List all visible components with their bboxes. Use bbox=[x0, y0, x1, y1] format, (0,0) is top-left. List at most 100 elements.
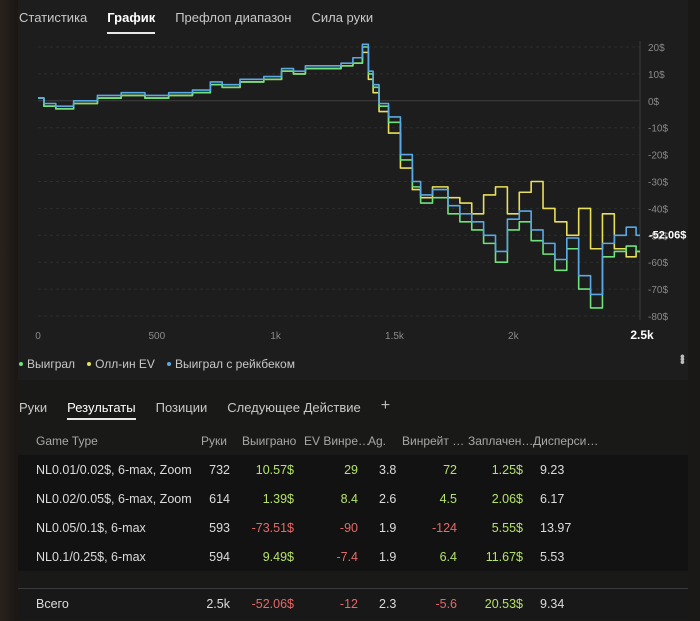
cell-total-label: Всего bbox=[36, 597, 69, 611]
cell-won: 9.49$ bbox=[262, 550, 294, 564]
col-hands[interactable]: Руки bbox=[201, 434, 227, 448]
table-row[interactable]: NL0.01/0.02$, 6-max, Zoom 732 10.57$ 29 … bbox=[18, 455, 688, 484]
x-tick-label: 1k bbox=[270, 331, 282, 342]
tab-hands[interactable]: Руки bbox=[19, 400, 48, 415]
series-line-0 bbox=[38, 46, 640, 309]
tab-next-action[interactable]: Следующее Действие bbox=[227, 400, 361, 415]
table-row[interactable]: NL0.02/0.05$, 6-max, Zoom 614 1.39$ 8.4 … bbox=[18, 484, 688, 513]
window-edge bbox=[0, 0, 18, 621]
y-tick-label: -40$ bbox=[648, 204, 668, 215]
cell-ev-winrate: 29 bbox=[344, 463, 358, 477]
scrollbar-track[interactable] bbox=[688, 0, 700, 621]
col-aggression[interactable]: Ag. bbox=[368, 434, 387, 448]
tab-preflop-range[interactable]: Префлоп диапазон bbox=[175, 10, 292, 25]
cell-aggression: 2.6 bbox=[379, 492, 397, 506]
cell-rake-paid: 11.67$ bbox=[485, 550, 523, 564]
cell-game-type: NL0.05/0.1$, 6-max bbox=[36, 521, 146, 535]
cell-aggression: 1.9 bbox=[379, 550, 397, 564]
y-tick-label: -60$ bbox=[648, 258, 668, 269]
more-options-icon[interactable]: ••• bbox=[675, 354, 691, 363]
col-winrate[interactable]: Винрейт … bbox=[402, 434, 465, 448]
cell-ev-winrate: -12 bbox=[339, 597, 358, 611]
legend-label: Выиграл bbox=[27, 357, 76, 371]
cell-won: -52.06$ bbox=[251, 597, 294, 611]
cell-variance: 5.53 bbox=[540, 550, 565, 564]
cell-winrate: -5.6 bbox=[435, 597, 457, 611]
cell-won: 1.39$ bbox=[262, 492, 294, 506]
y-tick-label: -30$ bbox=[648, 178, 668, 189]
tab-hand-strength[interactable]: Сила руки bbox=[311, 10, 374, 25]
cell-rake-paid: 1.25$ bbox=[491, 463, 523, 477]
cell-rake-paid: 5.55$ bbox=[491, 521, 523, 535]
x-tick-label: 1.5k bbox=[385, 331, 405, 342]
final-value-label: -52.06$ bbox=[649, 229, 686, 241]
cell-hands: 614 bbox=[209, 492, 230, 506]
y-tick-label: -20$ bbox=[648, 151, 668, 162]
cell-variance: 9.23 bbox=[540, 463, 565, 477]
y-tick-label: -80$ bbox=[648, 312, 668, 323]
tab-statistics[interactable]: Статистика bbox=[19, 10, 88, 25]
cell-winrate: 6.4 bbox=[439, 550, 457, 564]
y-tick-label: -10$ bbox=[648, 124, 668, 135]
cell-winrate: 4.5 bbox=[439, 492, 457, 506]
cell-winrate: -124 bbox=[431, 521, 457, 535]
cell-ev-winrate: 8.4 bbox=[340, 492, 358, 506]
cell-aggression: 2.3 bbox=[379, 597, 397, 611]
cell-hands: 593 bbox=[209, 521, 230, 535]
cell-aggression: 1.9 bbox=[379, 521, 397, 535]
cell-variance: 6.17 bbox=[540, 492, 565, 506]
x-tick-label: 0 bbox=[35, 331, 41, 342]
legend-label: Олл-ин EV bbox=[95, 357, 155, 371]
table-header: Game Type Руки Выиграно EV Винре… Ag. Ви… bbox=[18, 428, 688, 454]
cell-won: -73.51$ bbox=[251, 521, 294, 535]
cell-ev-winrate: -90 bbox=[339, 521, 358, 535]
series-line-2 bbox=[38, 43, 640, 296]
results-table: NL0.01/0.02$, 6-max, Zoom 732 10.57$ 29 … bbox=[18, 455, 688, 571]
table-row[interactable]: NL0.1/0.25$, 6-max 594 9.49$ -7.4 1.9 6.… bbox=[18, 542, 688, 571]
cell-game-type: NL0.02/0.05$, 6-max, Zoom bbox=[36, 492, 192, 506]
legend-dot bbox=[166, 362, 171, 366]
y-tick-label: -50$ bbox=[648, 231, 668, 242]
top-tabs: Статистика График Префлоп диапазон Сила … bbox=[19, 10, 393, 34]
cell-winrate: 72 bbox=[443, 463, 457, 477]
tab-results[interactable]: Результаты bbox=[67, 400, 136, 420]
total-row: Всего 2.5k -52.06$ -12 2.3 -5.6 20.53$ 9… bbox=[18, 588, 688, 619]
col-game-type[interactable]: Game Type bbox=[36, 434, 98, 448]
y-tick-label: 0$ bbox=[648, 97, 660, 108]
legend-item-allin-ev[interactable]: Олл-ин EV bbox=[87, 357, 155, 371]
y-tick-label: -70$ bbox=[648, 285, 668, 296]
legend-item-won[interactable]: Выиграл bbox=[19, 357, 75, 371]
col-won[interactable]: Выиграно bbox=[242, 434, 297, 448]
cell-rake-paid: 20.53$ bbox=[484, 597, 523, 611]
col-variance[interactable]: Дисперси… bbox=[533, 434, 599, 448]
cell-game-type: NL0.01/0.02$, 6-max, Zoom bbox=[36, 463, 192, 477]
cell-hands: 732 bbox=[209, 463, 230, 477]
cell-hands: 594 bbox=[209, 550, 230, 564]
chart-legend: Выиграл Олл-ин EV Выиграл с рейкбеком bbox=[19, 357, 307, 371]
profit-chart: 20$ 10$ 0$ -10$ -20$ -30$ -40$ -50$ -60$ -70$ -80$… bbox=[35, 41, 686, 342]
tab-graph[interactable]: График bbox=[107, 10, 156, 34]
bottom-tabs: Руки Результаты Позиции Следующее Действ… bbox=[19, 397, 391, 420]
y-tick-label: 10$ bbox=[648, 70, 665, 81]
legend-label: Выиграл с рейкбеком bbox=[174, 357, 295, 371]
x-tick-label: 2k bbox=[508, 331, 520, 342]
legend-dot bbox=[87, 362, 92, 366]
legend-item-rakeback[interactable]: Выиграл с рейкбеком bbox=[166, 357, 295, 371]
x-tick-label: 2.5k bbox=[630, 328, 654, 342]
cell-variance: 9.34 bbox=[540, 597, 565, 611]
legend-dot bbox=[19, 362, 23, 366]
tab-positions[interactable]: Позиции bbox=[155, 400, 208, 415]
col-rake-paid[interactable]: Заплачен… bbox=[468, 434, 534, 448]
table-row[interactable]: NL0.05/0.1$, 6-max 593 -73.51$ -90 1.9 -… bbox=[18, 513, 688, 542]
cell-hands: 2.5k bbox=[206, 597, 230, 611]
y-tick-label: 20$ bbox=[648, 43, 665, 54]
x-tick-label: 500 bbox=[148, 331, 165, 342]
cell-game-type: NL0.1/0.25$, 6-max bbox=[36, 550, 146, 564]
cell-variance: 13.97 bbox=[540, 521, 572, 535]
cell-ev-winrate: -7.4 bbox=[336, 550, 358, 564]
cell-rake-paid: 2.06$ bbox=[491, 492, 523, 506]
add-tab-icon[interactable]: + bbox=[380, 397, 391, 414]
col-ev-winrate[interactable]: EV Винре… bbox=[304, 434, 371, 448]
cell-aggression: 3.8 bbox=[379, 463, 397, 477]
cell-won: 10.57$ bbox=[255, 463, 294, 477]
